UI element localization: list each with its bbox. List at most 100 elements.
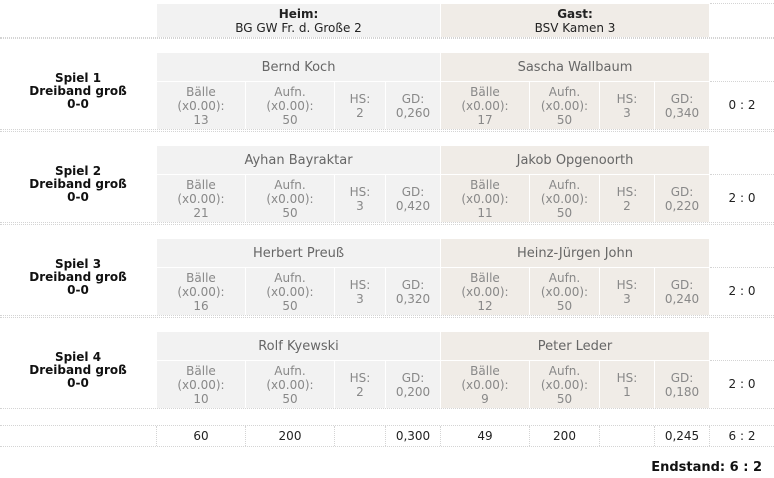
innings-sub-label: (x0.00): xyxy=(266,98,314,113)
game-title: Spiel 2 xyxy=(54,163,102,178)
guest-hs-value: 1 xyxy=(623,384,631,399)
home-hs-value: 2 xyxy=(356,384,364,399)
balls-label: Bälle xyxy=(186,363,216,378)
guest-innings-cell: Aufn. (x0.00): 50 xyxy=(530,361,599,408)
home-player-name: Rolf Kyewski xyxy=(258,338,339,354)
innings-label: Aufn. xyxy=(274,177,306,192)
home-hs-cell: HS: 2 xyxy=(335,361,385,408)
home-hs-value: 2 xyxy=(356,105,364,120)
home-player-block xyxy=(157,146,440,222)
game-score: 0-0 xyxy=(67,189,89,204)
game-result: 2 : 0 xyxy=(728,377,756,391)
total-result: 6 : 2 xyxy=(728,429,756,443)
gd-label: GD: xyxy=(670,184,694,199)
home-innings-value: 50 xyxy=(282,205,298,220)
innings-label: Aufn. xyxy=(274,84,306,99)
home-gd-value: 0,420 xyxy=(395,198,431,213)
guest-innings-value: 50 xyxy=(556,112,573,127)
home-player-name: Herbert Preuß xyxy=(252,245,345,261)
innings-sub-label: (x0.00): xyxy=(266,284,314,299)
innings-label: Aufn. xyxy=(274,270,306,285)
home-innings-value: 50 xyxy=(282,112,298,127)
guest-gd-value: 0,340 xyxy=(664,105,700,120)
home-hs-cell: HS: 3 xyxy=(335,175,385,222)
game-result: 2 : 0 xyxy=(728,284,756,298)
game-result: 0 : 2 xyxy=(728,98,756,112)
gd-label: GD: xyxy=(670,370,694,385)
home-balls-cell: Bälle (x0.00): 16 xyxy=(157,268,245,315)
guest-innings-cell: Aufn. (x0.00): 50 xyxy=(530,82,599,129)
innings-label: Aufn. xyxy=(548,270,581,285)
gd-label: GD: xyxy=(401,91,425,106)
home-player-block xyxy=(157,53,440,129)
guest-gd-cell: GD: 0,180 xyxy=(655,361,709,408)
totals-divider-bottom xyxy=(0,446,774,447)
innings-sub-label: (x0.00): xyxy=(540,284,589,299)
hs-label: HS: xyxy=(349,370,371,385)
guest-label: Gast: xyxy=(557,7,593,21)
game-discipline: Dreiband groß xyxy=(29,83,127,98)
game-discipline: Dreiband groß xyxy=(29,269,127,284)
game-score: 0-0 xyxy=(67,375,89,390)
home-player-name: Bernd Koch xyxy=(261,59,336,75)
home-innings-cell: Aufn. (x0.00): 50 xyxy=(246,268,334,315)
game-title: Spiel 3 xyxy=(54,256,102,271)
hs-label: HS: xyxy=(349,91,371,106)
home-gd-value: 0,200 xyxy=(395,384,431,399)
guest-balls-cell: Bälle (x0.00): 17 xyxy=(441,82,529,129)
guest-balls-cell: Bälle (x0.00): 9 xyxy=(441,361,529,408)
innings-sub-label: (x0.00): xyxy=(540,191,589,206)
hs-label: HS: xyxy=(616,184,638,199)
guest-player-name: Jakob Opgenoorth xyxy=(516,152,634,168)
guest-innings-cell: Aufn. (x0.00): 50 xyxy=(530,268,599,315)
guest-hs-value: 2 xyxy=(623,198,631,213)
balls-sub-label: (x0.00): xyxy=(177,98,225,113)
home-innings-value: 50 xyxy=(282,298,298,313)
innings-sub-label: (x0.00): xyxy=(540,98,589,113)
innings-label: Aufn. xyxy=(274,363,306,378)
home-gd-cell: GD: 0,260 xyxy=(386,82,440,129)
balls-label: Bälle xyxy=(470,84,500,99)
game-title: Spiel 1 xyxy=(54,70,102,85)
gd-label: GD: xyxy=(670,91,694,106)
balls-label: Bälle xyxy=(470,177,500,192)
innings-label: Aufn. xyxy=(548,363,581,378)
home-balls-value: 10 xyxy=(193,391,209,406)
balls-sub-label: (x0.00): xyxy=(461,284,509,299)
balls-sub-label: (x0.00): xyxy=(461,191,509,206)
guest-balls-cell: Bälle (x0.00): 11 xyxy=(441,175,529,222)
home-label: Heim: xyxy=(278,7,319,21)
guest-hs-cell: HS: 1 xyxy=(600,361,654,408)
game-label: Spiel 2 Dreiband groß 0-0 xyxy=(0,146,156,222)
total-guest-balls: 49 xyxy=(477,429,493,443)
home-player-block xyxy=(157,239,440,315)
guest-hs-cell: HS: 2 xyxy=(600,175,654,222)
hs-label: HS: xyxy=(349,277,371,292)
totals-divider xyxy=(0,425,774,426)
home-balls-value: 16 xyxy=(193,298,209,313)
guest-hs-value: 3 xyxy=(623,105,631,120)
guest-innings-value: 50 xyxy=(556,205,573,220)
home-gd-value: 0,260 xyxy=(395,105,431,120)
balls-sub-label: (x0.00): xyxy=(461,98,509,113)
balls-sub-label: (x0.00): xyxy=(177,377,225,392)
innings-sub-label: (x0.00): xyxy=(266,377,314,392)
guest-innings-cell: Aufn. (x0.00): 50 xyxy=(530,175,599,222)
home-hs-cell: HS: 3 xyxy=(335,268,385,315)
guest-balls-value: 11 xyxy=(477,205,493,220)
home-innings-cell: Aufn. (x0.00): 50 xyxy=(246,175,334,222)
home-hs-value: 3 xyxy=(356,198,364,213)
balls-label: Bälle xyxy=(470,363,500,378)
home-gd-cell: GD: 0,420 xyxy=(386,175,440,222)
home-innings-value: 50 xyxy=(282,391,298,406)
home-balls-value: 13 xyxy=(193,112,209,127)
innings-sub-label: (x0.00): xyxy=(540,377,589,392)
home-gd-cell: GD: 0,200 xyxy=(386,361,440,408)
guest-hs-cell: HS: 3 xyxy=(600,82,654,129)
game-result: 2 : 0 xyxy=(728,191,756,205)
game-score: 0-0 xyxy=(67,96,89,111)
total-guest-gd: 0,245 xyxy=(664,429,700,443)
guest-team-name: BSV Kamen 3 xyxy=(534,21,616,35)
hs-label: HS: xyxy=(349,184,371,199)
final-score: Endstand: 6 : 2 xyxy=(651,460,762,475)
